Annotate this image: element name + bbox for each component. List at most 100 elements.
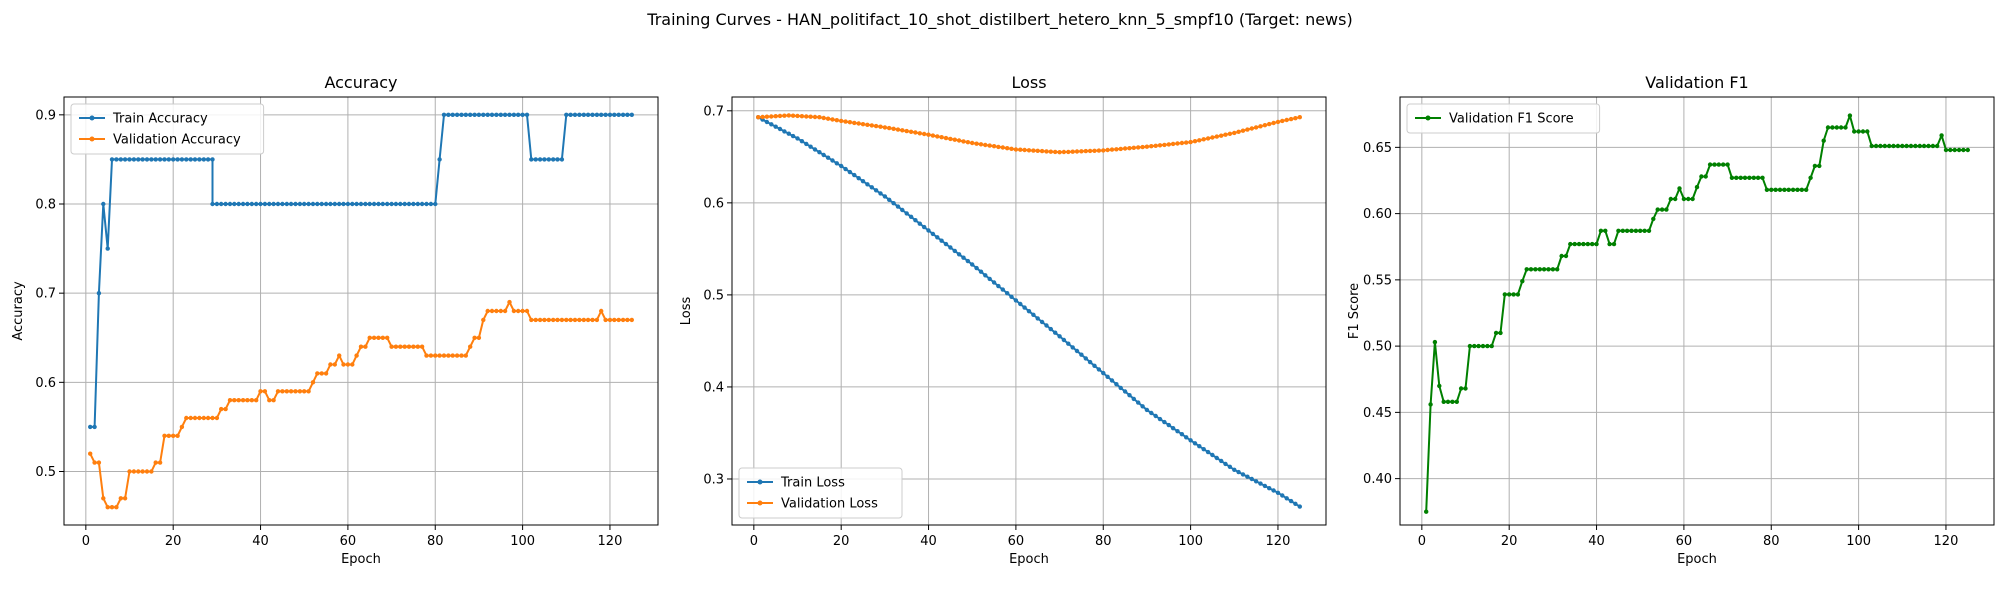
data-point — [974, 265, 979, 271]
data-point — [419, 201, 425, 207]
data-point — [205, 415, 211, 421]
data-point — [1184, 140, 1189, 145]
data-point — [411, 344, 416, 349]
data-point — [546, 157, 551, 162]
data-point — [1288, 116, 1294, 122]
data-point — [319, 371, 324, 376]
data-point — [262, 389, 268, 394]
data-point — [1127, 146, 1132, 151]
x-tick-label: 80 — [1095, 534, 1112, 549]
data-point — [943, 135, 949, 141]
data-point — [1838, 125, 1844, 130]
data-point — [109, 157, 115, 162]
data-point — [821, 152, 826, 158]
data-point — [358, 344, 364, 349]
data-point — [1585, 241, 1591, 247]
data-point — [1638, 228, 1643, 233]
legend-box — [1406, 103, 1601, 134]
data-point — [428, 201, 434, 207]
data-point — [978, 269, 984, 274]
data-point — [275, 389, 281, 394]
data-point — [865, 122, 870, 128]
data-point — [1659, 207, 1665, 212]
data-point — [306, 389, 311, 394]
data-point — [415, 344, 420, 349]
data-point — [1755, 175, 1761, 180]
data-point — [1555, 267, 1560, 272]
data-point — [1917, 143, 1923, 149]
data-point — [1280, 493, 1285, 498]
data-point — [987, 143, 992, 148]
data-point — [1184, 435, 1189, 440]
data-point — [777, 113, 783, 119]
legend-box — [738, 467, 903, 519]
data-point — [271, 201, 276, 207]
data-point — [1707, 162, 1713, 167]
data-point — [1716, 162, 1722, 167]
data-point — [948, 136, 953, 142]
data-point — [546, 317, 551, 323]
y-tick-label: 0.7 — [35, 287, 56, 302]
legend-label: Train Loss — [780, 476, 845, 491]
data-point — [166, 433, 171, 438]
data-point — [1236, 469, 1241, 475]
data-point — [922, 131, 927, 137]
data-point — [188, 157, 193, 162]
data-point — [1699, 174, 1704, 179]
data-point — [1275, 490, 1281, 495]
series-line — [1425, 114, 1968, 512]
data-point — [983, 142, 988, 148]
subplot-3: Validation F1 0 20 40 60 80 100 120 0.40 0.45 0.50… — [1347, 73, 1995, 567]
data-point — [214, 415, 220, 421]
data-point — [847, 120, 853, 125]
data-point — [1258, 481, 1263, 486]
data-point — [1808, 175, 1813, 180]
data-point — [1188, 438, 1193, 443]
data-point — [1651, 216, 1656, 222]
data-point — [612, 112, 617, 118]
data-point — [1887, 143, 1892, 149]
data-point — [1463, 386, 1468, 391]
data-point — [555, 317, 560, 323]
data-point — [232, 398, 237, 403]
data-point — [1005, 291, 1010, 296]
data-point — [1083, 356, 1089, 361]
legend-box — [70, 103, 265, 155]
data-point — [795, 136, 800, 141]
data-point — [258, 201, 263, 207]
data-point — [1450, 399, 1455, 404]
data-point — [197, 415, 202, 421]
data-point — [1219, 133, 1224, 138]
y-tick-label: 0.5 — [35, 465, 56, 480]
data-point — [424, 353, 429, 358]
data-point — [524, 112, 530, 118]
data-point — [114, 157, 119, 162]
data-point — [1166, 142, 1172, 147]
data-point — [1214, 455, 1220, 461]
data-point — [511, 308, 517, 314]
data-point — [1079, 149, 1084, 154]
data-point — [948, 245, 953, 250]
data-point — [1734, 175, 1739, 180]
data-point — [891, 201, 896, 206]
data-point — [131, 157, 137, 162]
data-point — [389, 201, 394, 207]
data-point — [1109, 147, 1115, 152]
data-point — [345, 362, 351, 367]
y-tick-label: 0.3 — [703, 472, 724, 487]
data-point — [1590, 241, 1595, 247]
data-point — [1721, 162, 1726, 167]
data-point — [1048, 149, 1054, 154]
data-point — [271, 398, 276, 403]
data-point — [551, 157, 556, 162]
data-point — [1502, 292, 1508, 297]
data-point — [1576, 241, 1582, 247]
subplots: Accuracy 0 20 40 60 80 100 120 0.5 0.6 0.7 0.8 0.9 Ep… — [11, 73, 1995, 567]
data-point — [1751, 175, 1757, 180]
series-validation-f1-score — [1424, 113, 1971, 514]
data-point — [1607, 241, 1612, 247]
data-point — [1441, 399, 1446, 404]
data-point — [1515, 292, 1521, 297]
